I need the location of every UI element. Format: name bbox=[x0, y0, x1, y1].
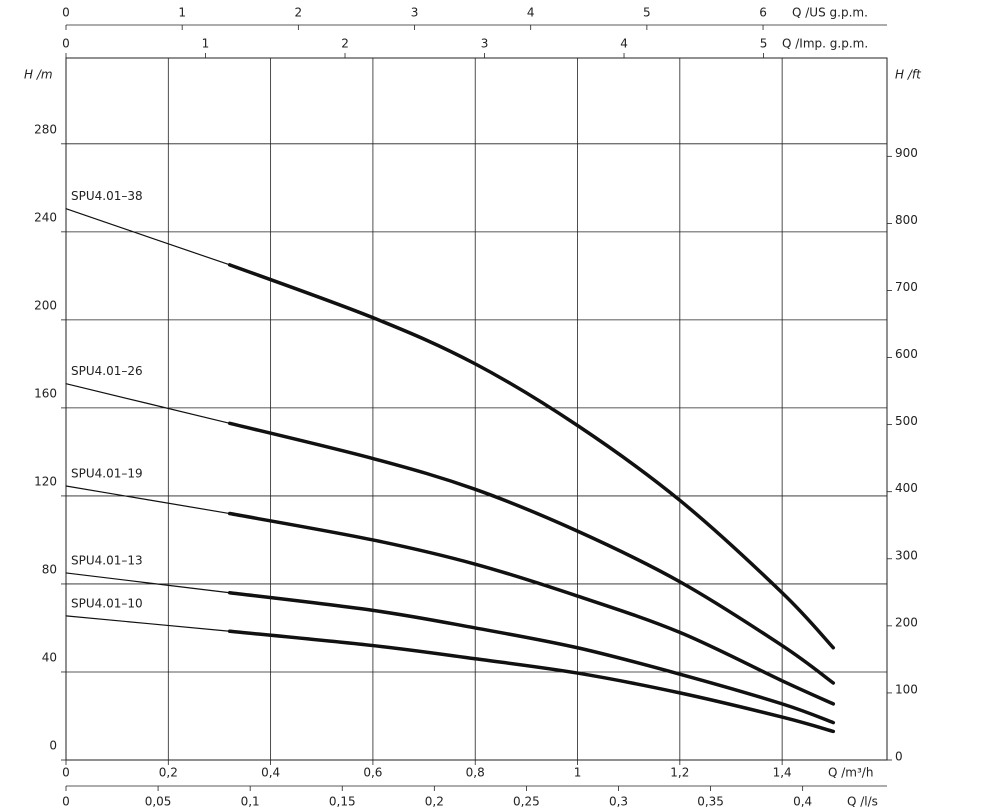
plot-frame bbox=[65, 57, 888, 761]
x2ticks-label: 0,25 bbox=[513, 795, 540, 809]
y-tick-label: 0 bbox=[49, 739, 57, 753]
y-tick-label: 80 bbox=[42, 562, 57, 576]
curve bbox=[227, 421, 836, 685]
y2-tick-label: 800 bbox=[895, 213, 918, 227]
x3ticks-label: 2 bbox=[295, 6, 303, 20]
x4ticks-label: 5 bbox=[760, 37, 768, 51]
x3ticks-label: 5 bbox=[643, 6, 651, 20]
xticks-label: 0,2 bbox=[159, 766, 178, 780]
curve-thin bbox=[65, 615, 231, 632]
y2-axis-title: H /ft bbox=[895, 68, 922, 82]
y2-tick-label: 100 bbox=[895, 682, 918, 696]
x2ticks-label: 0,3 bbox=[609, 795, 628, 809]
y2-tick-label: 200 bbox=[895, 615, 918, 629]
x4ticks-label: 2 bbox=[341, 37, 349, 51]
x3ticks-label: 0 bbox=[62, 6, 70, 20]
y2-tick-label: 500 bbox=[895, 414, 918, 428]
y2-tick-label: 700 bbox=[895, 280, 918, 294]
y-tick-label: 160 bbox=[34, 386, 57, 400]
x4ticks-label: 1 bbox=[202, 37, 210, 51]
series-label: SPU4.01–13 bbox=[71, 553, 143, 567]
y-tick-label: 40 bbox=[42, 650, 57, 664]
y2-tick-label: 300 bbox=[895, 548, 918, 562]
xticks-label: 1,2 bbox=[670, 766, 689, 780]
curve-thin bbox=[65, 485, 231, 515]
x2ticks-label: 0,15 bbox=[329, 795, 356, 809]
x3ticks-label: 1 bbox=[178, 6, 186, 20]
xticks-label: 1,4 bbox=[773, 766, 792, 780]
curve-thin bbox=[65, 383, 231, 424]
series-label: SPU4.01–10 bbox=[71, 596, 143, 610]
xticks-label: 0 bbox=[62, 766, 70, 780]
series-label: SPU4.01–26 bbox=[71, 364, 143, 378]
curve-thin bbox=[65, 572, 231, 594]
curve bbox=[227, 263, 836, 650]
y-tick-label: 240 bbox=[34, 210, 57, 224]
x2ticks-label: 0,4 bbox=[793, 795, 812, 809]
y-axis-title: H /m bbox=[24, 68, 53, 82]
x2ticks-label: 0,35 bbox=[697, 795, 724, 809]
xticks-label: 0,8 bbox=[466, 766, 485, 780]
x3-axis-title: Q /US g.p.m. bbox=[792, 6, 868, 20]
xticks-label: 0,4 bbox=[261, 766, 280, 780]
x3ticks-label: 4 bbox=[527, 6, 535, 20]
x2ticks-label: 0,2 bbox=[425, 795, 444, 809]
x2ticks-label: 0,05 bbox=[145, 795, 172, 809]
y2-tick-label: 400 bbox=[895, 481, 918, 495]
y2-tick-label: 0 bbox=[895, 750, 903, 764]
xticks-label: 0,6 bbox=[363, 766, 382, 780]
x2ticks-label: 0,1 bbox=[241, 795, 260, 809]
curve-thin bbox=[65, 208, 231, 266]
series-label: SPU4.01–38 bbox=[71, 189, 143, 203]
y-tick-label: 200 bbox=[34, 298, 57, 312]
y2-tick-label: 900 bbox=[895, 146, 918, 160]
x2-axis-title: Q /l/s bbox=[847, 795, 878, 809]
x3ticks-label: 6 bbox=[759, 6, 767, 20]
x-axis-title: Q /m³/h bbox=[828, 766, 873, 780]
x4ticks-label: 4 bbox=[620, 37, 628, 51]
x4ticks-label: 3 bbox=[481, 37, 489, 51]
curve bbox=[227, 511, 836, 706]
x2ticks-label: 0 bbox=[62, 795, 70, 809]
x4-axis-title: Q /Imp. g.p.m. bbox=[782, 37, 868, 51]
curve bbox=[227, 629, 836, 734]
y2-tick-label: 600 bbox=[895, 347, 918, 361]
y-tick-label: 120 bbox=[34, 474, 57, 488]
y-tick-label: 280 bbox=[34, 122, 57, 136]
x3ticks-label: 3 bbox=[411, 6, 419, 20]
x4ticks-label: 0 bbox=[62, 37, 70, 51]
series-label: SPU4.01–19 bbox=[71, 467, 143, 481]
curve bbox=[227, 591, 836, 725]
xticks-label: 1 bbox=[574, 766, 582, 780]
